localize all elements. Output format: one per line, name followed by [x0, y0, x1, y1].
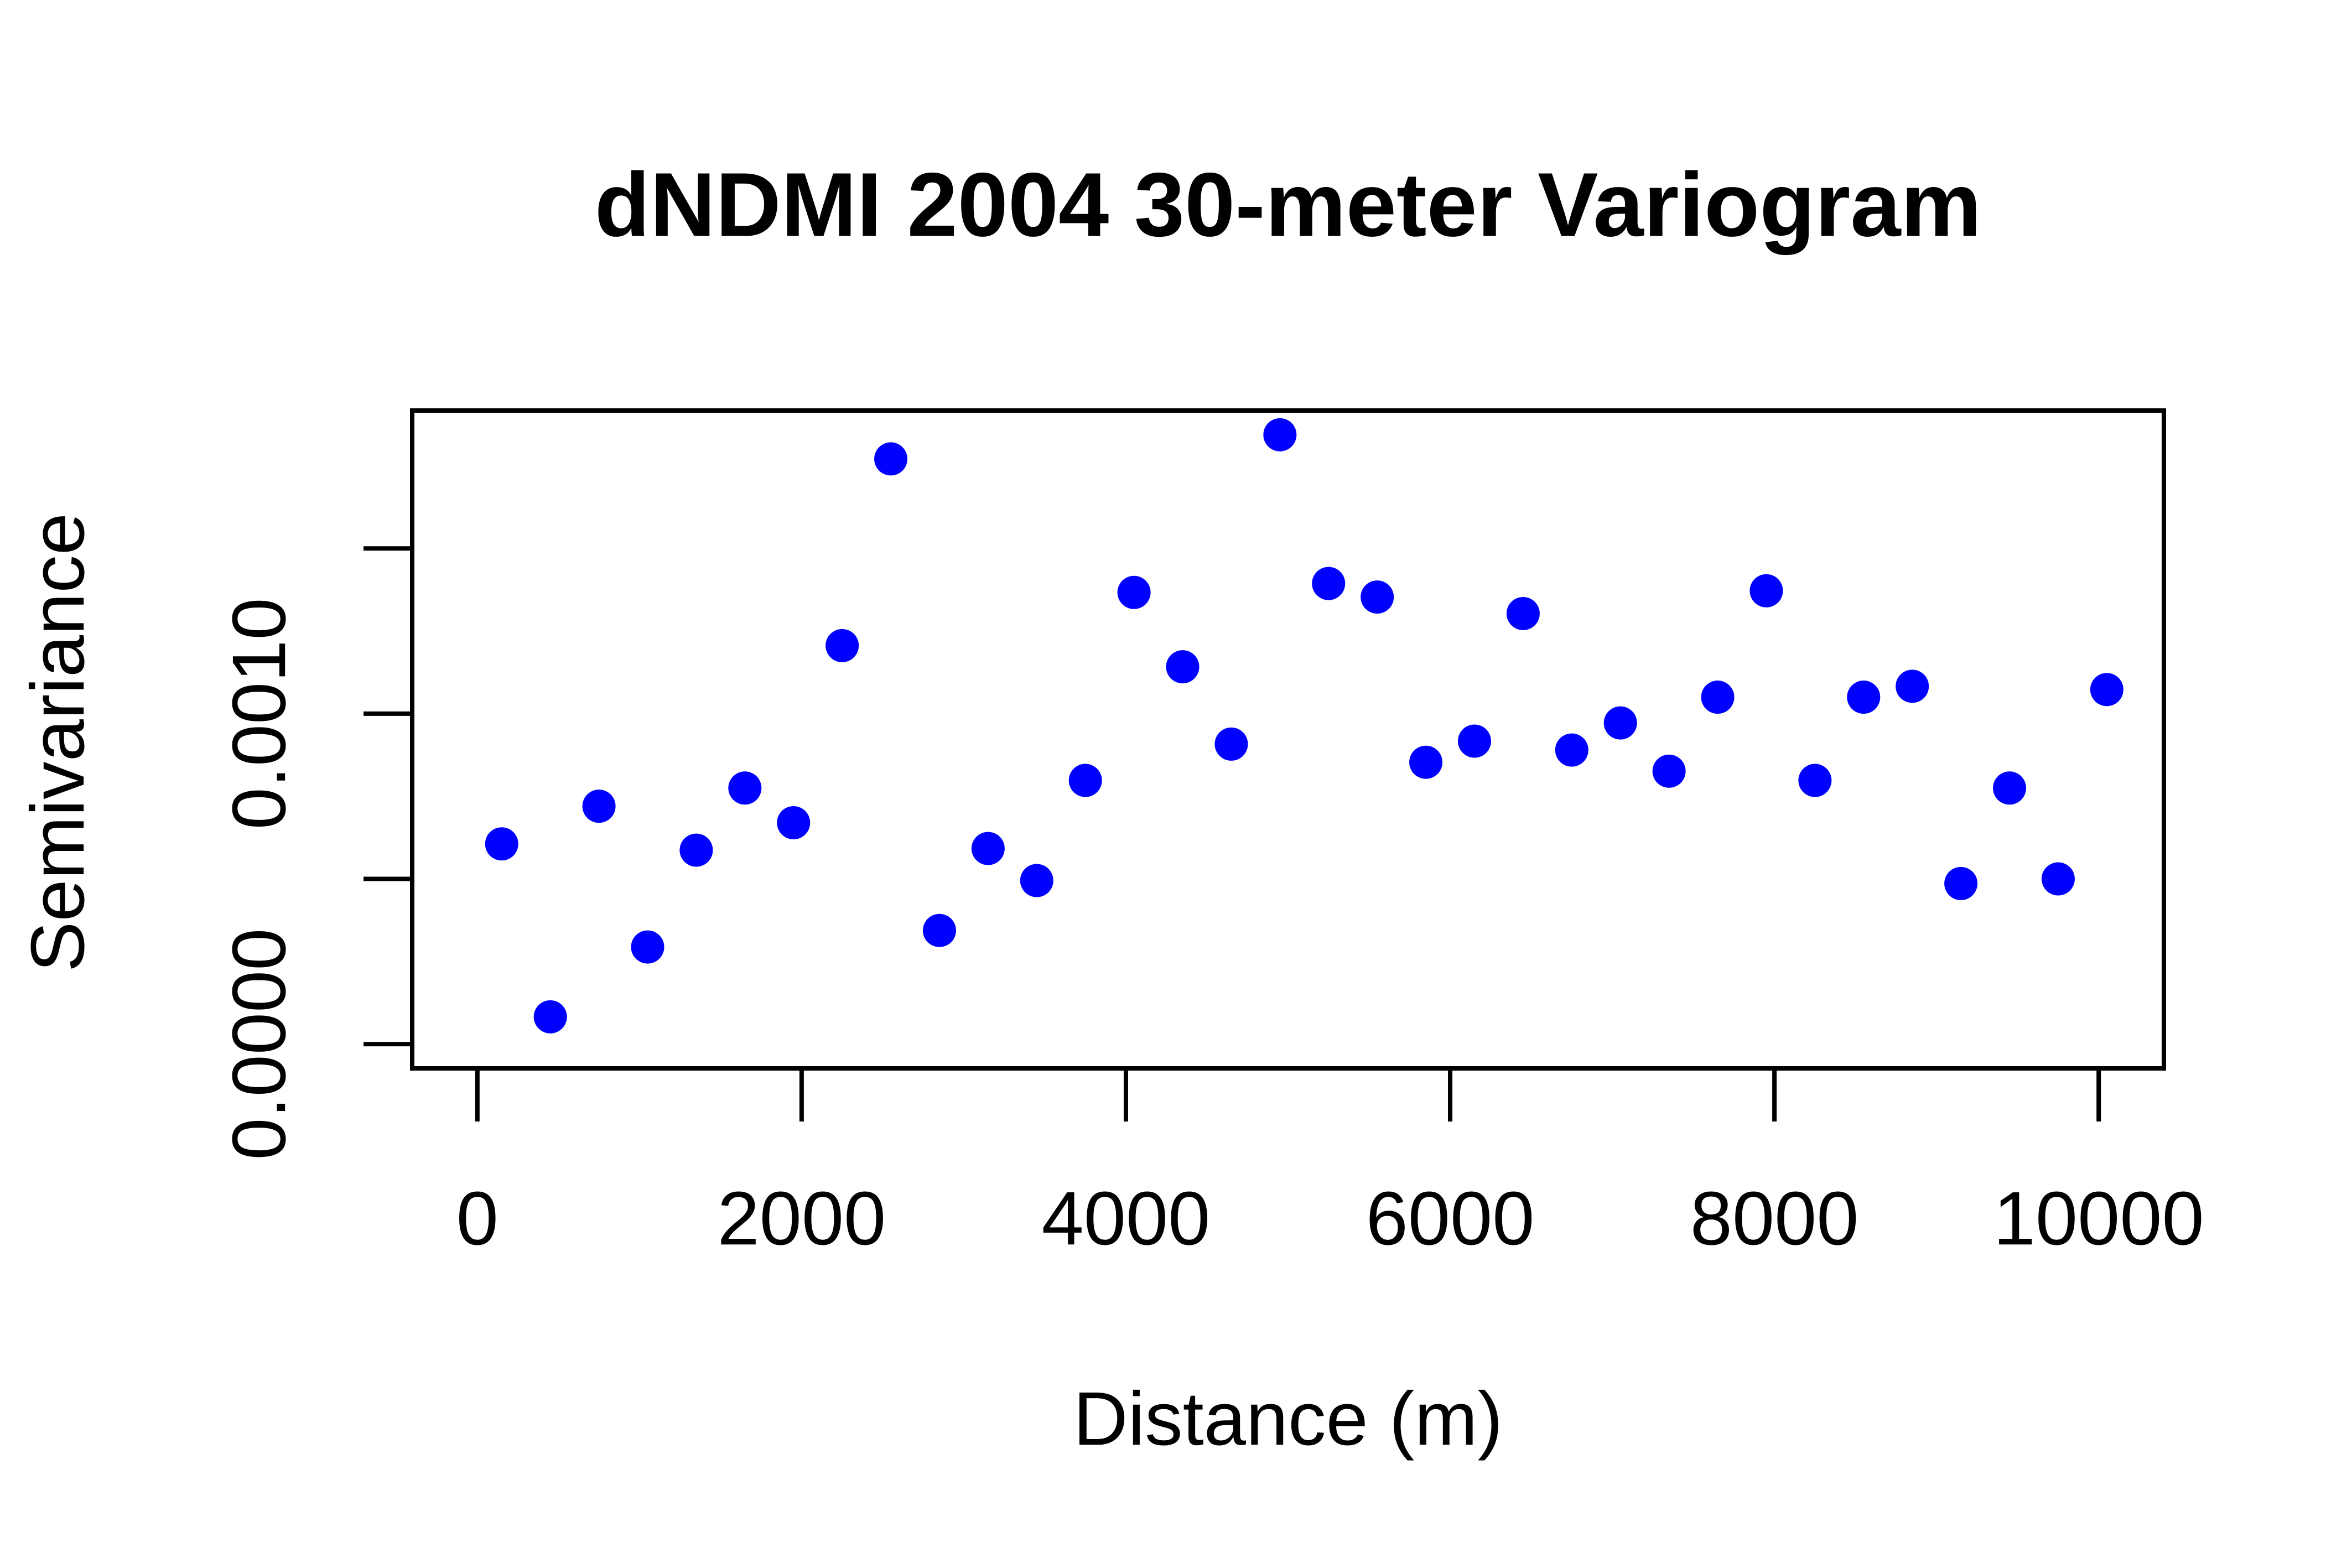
point	[1068, 764, 1102, 797]
point	[922, 913, 956, 947]
point	[533, 1000, 567, 1034]
point	[1457, 724, 1491, 758]
point	[1798, 764, 1832, 797]
x-tick-label: 4000	[1042, 1176, 1211, 1261]
point	[728, 771, 762, 805]
point	[1555, 733, 1588, 767]
point	[679, 833, 713, 867]
point	[1263, 418, 1297, 451]
point	[1506, 596, 1540, 630]
point	[1603, 706, 1637, 740]
point	[485, 827, 518, 861]
chart-title: dNDMI 2004 30-meter Variogram	[595, 154, 1982, 255]
point	[1701, 681, 1735, 714]
point	[582, 790, 616, 823]
plot-frame	[410, 408, 2166, 1071]
point	[1312, 567, 1346, 600]
y-tick-label: 0.0010	[217, 598, 302, 829]
point	[1993, 771, 2027, 805]
x-tick-label: 6000	[1366, 1176, 1535, 1261]
point	[1944, 866, 1978, 900]
point	[1117, 575, 1151, 609]
y-axis-label: Semivariance	[15, 513, 100, 972]
point	[631, 930, 664, 964]
point	[1847, 681, 1881, 714]
point	[825, 629, 859, 662]
point	[1652, 754, 1686, 788]
x-tick-label: 0	[456, 1176, 499, 1261]
point	[777, 806, 811, 840]
point	[1896, 669, 1929, 703]
point	[1166, 650, 1200, 684]
point	[1214, 727, 1248, 761]
x-tick-label: 2000	[717, 1176, 886, 1261]
point	[1409, 745, 1443, 779]
x-tick-label: 8000	[1690, 1176, 1859, 1261]
point	[1749, 574, 1783, 608]
point	[1020, 864, 1053, 897]
point	[1361, 580, 1394, 614]
point	[874, 442, 908, 476]
point	[2090, 673, 2123, 707]
y-tick-label: 0.0000	[217, 928, 302, 1160]
point	[2041, 862, 2075, 896]
point	[971, 832, 1005, 865]
x-axis-label: Distance (m)	[1073, 1377, 1503, 1461]
x-tick-label: 10000	[1993, 1176, 2204, 1261]
